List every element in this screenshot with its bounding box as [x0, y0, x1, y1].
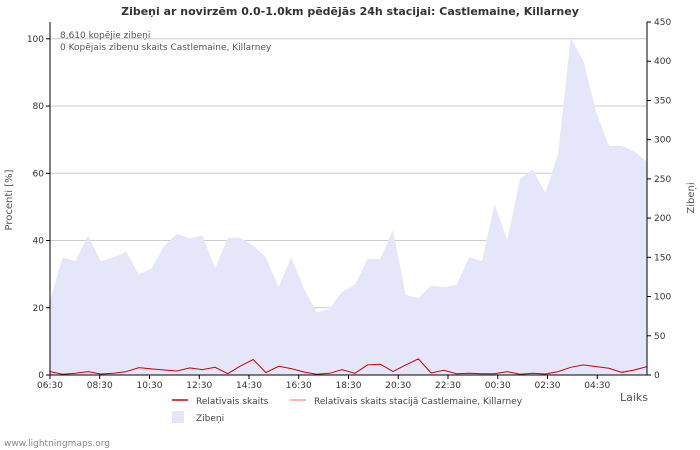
annotation-total: 8,610 kopējie zibeņi [60, 31, 150, 41]
legend-label-zibeni: Zibeņi [196, 414, 224, 424]
x-tick-label-3: 12:30 [186, 381, 212, 391]
right-tick-label-300: 300 [654, 136, 671, 146]
x-tick-label-11: 04:30 [584, 381, 610, 391]
right-tick-labels: 0 50 100 150 200 250 300 350 400 450 [647, 18, 671, 381]
left-tick-label-60: 60 [33, 169, 45, 179]
plot-area [49, 37, 648, 376]
footer-credit[interactable]: www.lightningmaps.org [4, 439, 110, 449]
x-tick-label-7: 20:30 [385, 381, 411, 391]
right-tick-label-150: 150 [654, 253, 671, 263]
x-tick-label-10: 02:30 [535, 381, 561, 391]
left-tick-label-20: 20 [33, 304, 45, 314]
right-tick-label-450: 450 [654, 18, 671, 28]
zibeni-area [50, 37, 647, 375]
left-tick-labels: 0 20 40 60 80 100 [27, 35, 50, 381]
right-tick-label-100: 100 [654, 293, 671, 303]
x-label: Laiks [620, 391, 648, 404]
right-tick-label-0: 0 [654, 371, 660, 381]
x-tick-label-8: 22:30 [435, 381, 461, 391]
annotation-station: 0 Kopējais zibeņu skaits Castlemaine, Ki… [60, 43, 272, 53]
x-tick-label-4: 14:30 [236, 381, 262, 391]
y-label-left: Procenti [%] [4, 169, 15, 230]
left-tick-label-0: 0 [38, 371, 44, 381]
left-tick-label-80: 80 [33, 102, 45, 112]
right-tick-label-250: 250 [654, 175, 671, 185]
left-tick-label-40: 40 [33, 237, 45, 247]
right-tick-label-50: 50 [654, 332, 666, 342]
legend-label-relativais: Relatīvais skaits [196, 397, 269, 407]
x-tick-label-2: 10:30 [137, 381, 163, 391]
right-tick-label-350: 350 [654, 96, 671, 106]
legend: Relatīvais skaits Relatīvais skaits stac… [172, 397, 523, 424]
y-label-right: Zibeņi [686, 182, 697, 213]
chart-title: Zibeņi ar novirzēm 0.0-1.0km pēdējās 24h… [121, 5, 579, 18]
x-tick-label-5: 16:30 [286, 381, 312, 391]
x-tick-label-9: 00:30 [485, 381, 511, 391]
right-tick-label-400: 400 [654, 57, 671, 67]
relativais-skaits-line [49, 358, 648, 375]
legend-label-stacija: Relatīvais skaits stacijā Castlemaine, K… [314, 397, 523, 407]
right-tick-label-200: 200 [654, 214, 671, 224]
left-tick-label-100: 100 [27, 35, 44, 45]
x-tick-labels: 06:30 08:30 10:30 12:30 14:30 16:30 18:30 20:30… [37, 375, 610, 391]
x-tick-label-1: 08:30 [87, 381, 113, 391]
x-tick-label-0: 06:30 [37, 381, 63, 391]
x-tick-label-6: 18:30 [336, 381, 362, 391]
legend-swatch-zibeni [172, 411, 184, 423]
